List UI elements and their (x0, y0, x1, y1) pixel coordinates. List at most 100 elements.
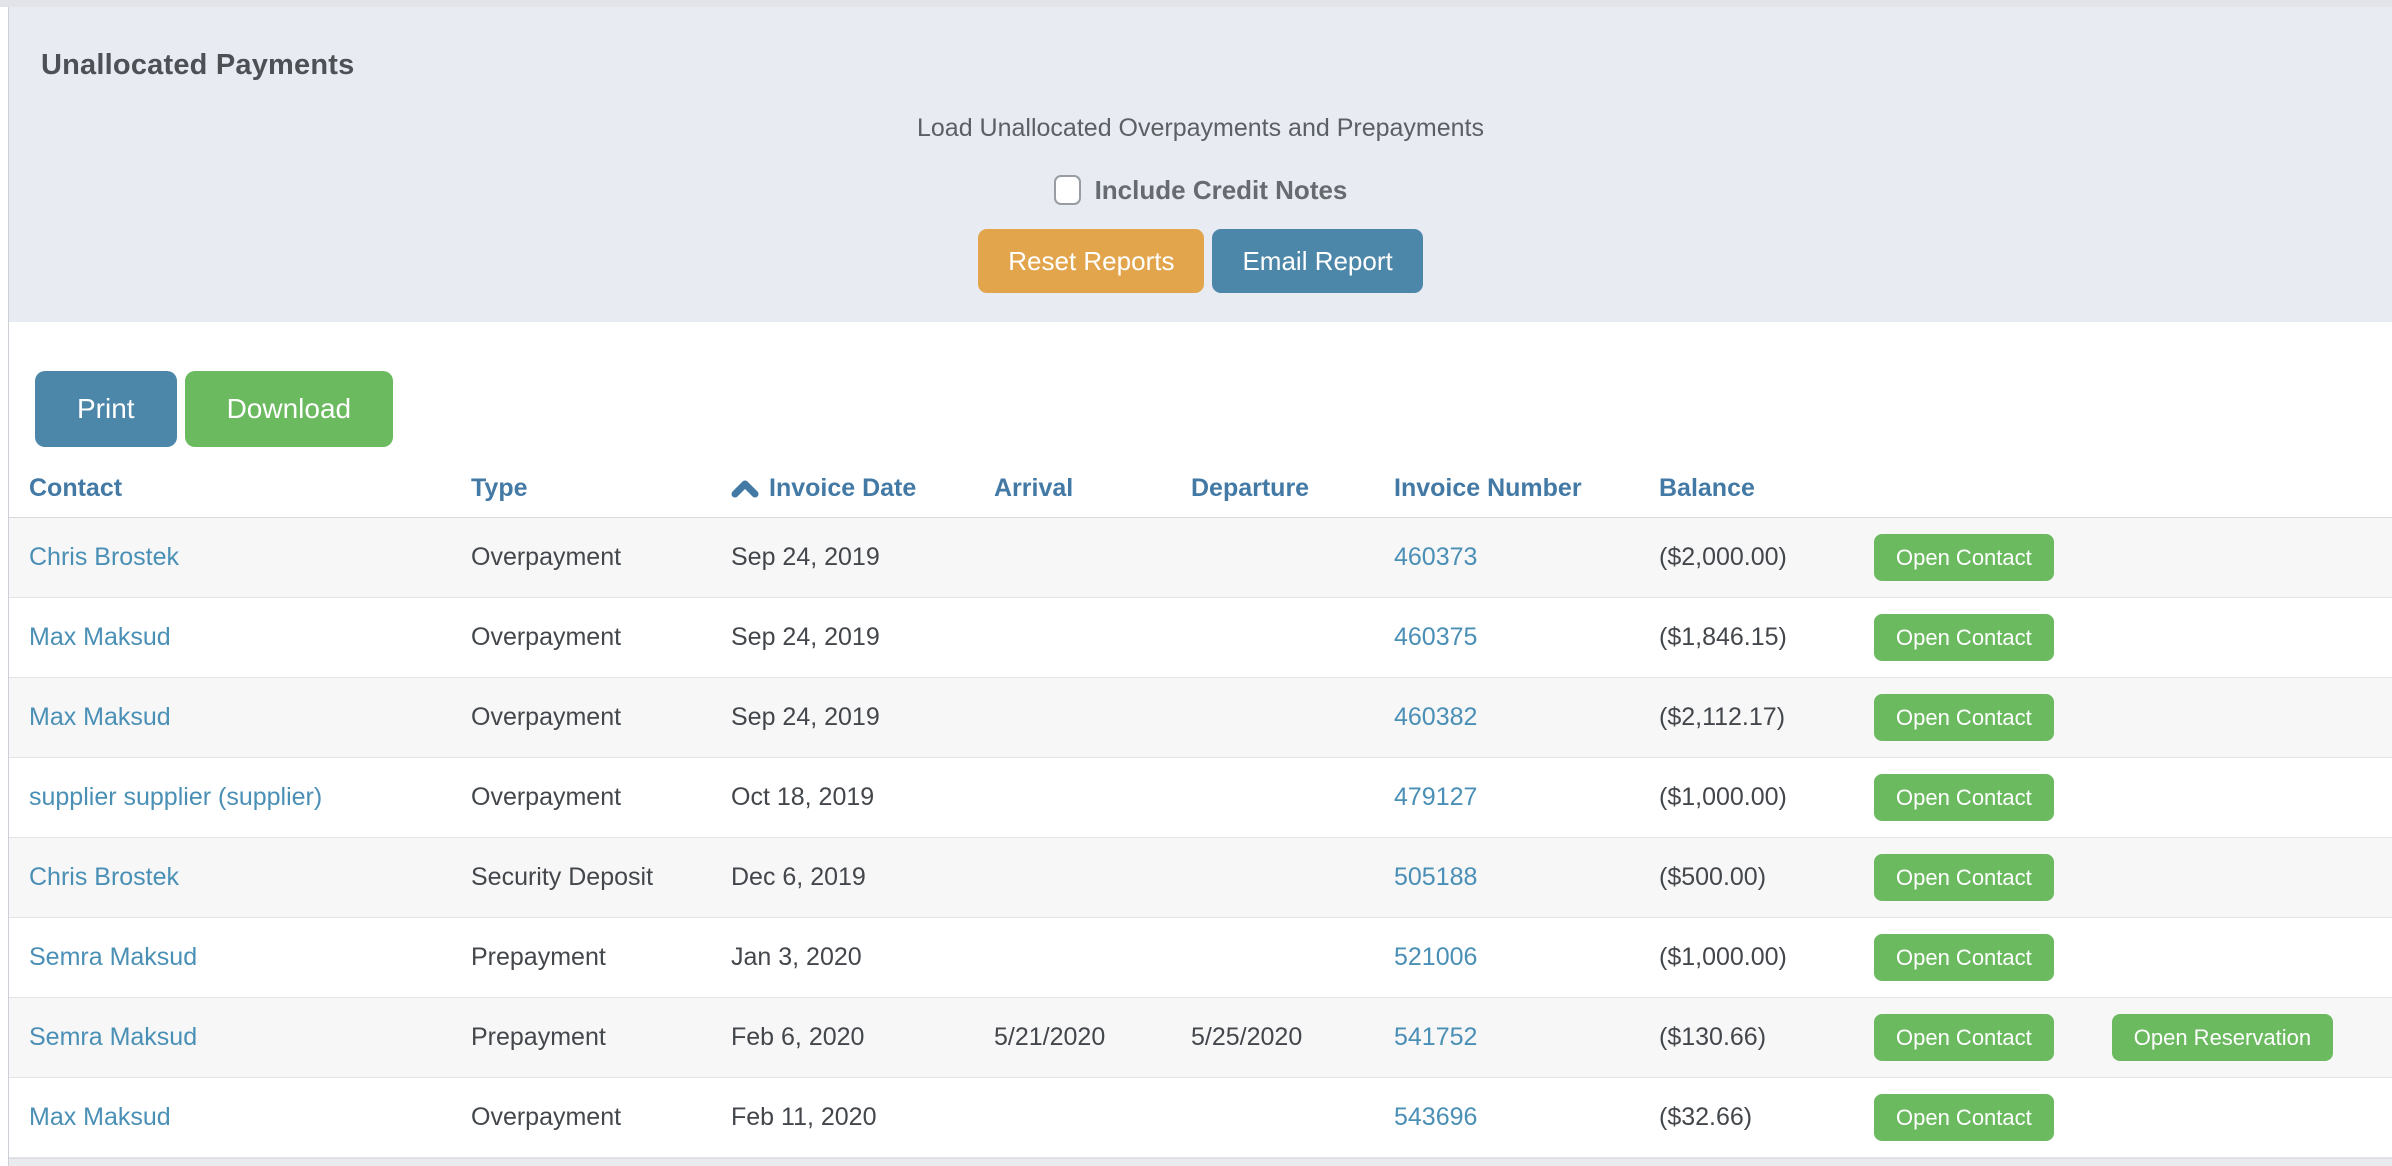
invoice-number-link[interactable]: 460382 (1394, 703, 1478, 731)
report-toolbar: Print Download (9, 371, 2392, 447)
next-row-sliver (9, 1158, 2392, 1166)
sort-ascending-icon (731, 479, 759, 499)
table-header-row: Contact Type Invoice Date Arrival Depart… (9, 460, 2392, 518)
invoice-number-link[interactable]: 541752 (1394, 1023, 1478, 1051)
contact-cell: supplier supplier (supplier) (9, 783, 451, 812)
actions-cell: Open Contact (1854, 614, 2392, 661)
table-row: Semra Maksud Prepayment Feb 6, 2020 5/21… (9, 998, 2392, 1078)
contact-cell: Semra Maksud (9, 1023, 451, 1052)
actions-cell: Open Contact Open Reservation (1854, 1014, 2392, 1061)
type-cell: Prepayment (471, 943, 606, 971)
print-button[interactable]: Print (35, 371, 177, 447)
balance-cell: ($500.00) (1659, 863, 1767, 891)
contact-cell: Semra Maksud (9, 943, 451, 972)
invoice-number-cell: 479127 (1374, 783, 1639, 812)
page-top-strip (0, 0, 2392, 7)
contact-link[interactable]: Max Maksud (29, 1103, 171, 1131)
open-contact-button[interactable]: Open Contact (1874, 614, 2054, 661)
include-credit-notes-checkbox[interactable] (1053, 175, 1081, 205)
contact-cell: Max Maksud (9, 1103, 451, 1132)
invoice-number-cell: 460382 (1374, 703, 1639, 732)
actions-cell: Open Contact (1854, 854, 2392, 901)
contact-cell: Chris Brostek (9, 543, 451, 572)
column-header-arrival[interactable]: Arrival (994, 474, 1074, 502)
invoice-number-link[interactable]: 543696 (1394, 1103, 1478, 1131)
contact-link[interactable]: Max Maksud (29, 703, 171, 731)
column-header-departure[interactable]: Departure (1191, 474, 1310, 502)
column-header-type[interactable]: Type (471, 474, 528, 502)
type-cell: Overpayment (471, 703, 622, 731)
balance-cell: ($1,000.00) (1659, 943, 1787, 971)
invoice-number-link[interactable]: 460375 (1394, 623, 1478, 651)
arrival-cell: 5/21/2020 (994, 1023, 1106, 1051)
invoice-number-link[interactable]: 521006 (1394, 943, 1478, 971)
invoice-date-cell: Sep 24, 2019 (731, 623, 880, 651)
reset-reports-button[interactable]: Reset Reports (978, 229, 1205, 293)
open-contact-button[interactable]: Open Contact (1874, 934, 2054, 981)
column-header-invoice-date[interactable]: Invoice Date (711, 474, 974, 503)
actions-cell: Open Contact (1854, 694, 2392, 741)
page-content: Unallocated Payments Load Unallocated Ov… (8, 7, 2392, 1166)
invoice-date-cell: Sep 24, 2019 (731, 543, 880, 571)
contact-link[interactable]: Max Maksud (29, 623, 171, 651)
open-contact-button[interactable]: Open Contact (1874, 854, 2054, 901)
open-reservation-button[interactable]: Open Reservation (2111, 1014, 2334, 1061)
invoice-date-cell: Sep 24, 2019 (731, 703, 880, 731)
invoice-number-link[interactable]: 505188 (1394, 863, 1478, 891)
open-contact-button[interactable]: Open Contact (1874, 534, 2054, 581)
panel-buttons: Reset Reports Email Report (978, 229, 1423, 293)
invoice-date-cell: Oct 18, 2019 (731, 783, 875, 811)
invoice-number-link[interactable]: 479127 (1394, 783, 1478, 811)
contact-link[interactable]: supplier supplier (supplier) (29, 783, 323, 811)
actions-cell: Open Contact (1854, 774, 2392, 821)
table-row: supplier supplier (supplier) Overpayment… (9, 758, 2392, 838)
contact-link[interactable]: Chris Brostek (29, 543, 180, 571)
invoice-number-cell: 460373 (1374, 543, 1639, 572)
invoice-number-link[interactable]: 460373 (1394, 543, 1478, 571)
column-header-balance[interactable]: Balance (1659, 474, 1755, 502)
page-title: Unallocated Payments (41, 49, 355, 81)
actions-cell: Open Contact (1854, 1094, 2392, 1141)
balance-cell: ($32.66) (1659, 1103, 1753, 1131)
column-header-contact[interactable]: Contact (29, 474, 123, 502)
type-cell: Prepayment (471, 1023, 606, 1051)
invoice-number-cell: 505188 (1374, 863, 1639, 892)
contact-cell: Max Maksud (9, 703, 451, 732)
column-header-invoice-date-label: Invoice Date (769, 474, 917, 502)
include-credit-notes-row: Include Credit Notes (1053, 174, 1348, 205)
open-contact-button[interactable]: Open Contact (1874, 1014, 2054, 1061)
unallocated-payments-report: Print Download Contact Type Invoice Date… (9, 371, 2392, 1166)
column-header-invoice-number[interactable]: Invoice Number (1394, 474, 1582, 502)
balance-cell: ($1,846.15) (1659, 623, 1787, 651)
type-cell: Overpayment (471, 623, 622, 651)
invoice-date-cell: Feb 6, 2020 (731, 1023, 865, 1051)
balance-cell: ($1,000.00) (1659, 783, 1787, 811)
contact-link[interactable]: Chris Brostek (29, 863, 180, 891)
contact-link[interactable]: Semra Maksud (29, 943, 198, 971)
invoice-number-cell: 541752 (1374, 1023, 1639, 1052)
panel-center: Load Unallocated Overpayments and Prepay… (9, 7, 2392, 293)
departure-cell: 5/25/2020 (1191, 1023, 1303, 1051)
open-contact-button[interactable]: Open Contact (1874, 694, 2054, 741)
table-row: Chris Brostek Overpayment Sep 24, 2019 4… (9, 518, 2392, 598)
unallocated-payments-panel: Unallocated Payments Load Unallocated Ov… (9, 7, 2392, 322)
table-row: Semra Maksud Prepayment Jan 3, 2020 5210… (9, 918, 2392, 998)
table-row: Max Maksud Overpayment Sep 24, 2019 4603… (9, 598, 2392, 678)
contact-cell: Chris Brostek (9, 863, 451, 892)
invoice-date-cell: Dec 6, 2019 (731, 863, 866, 891)
invoice-number-cell: 543696 (1374, 1103, 1639, 1132)
type-cell: Overpayment (471, 543, 622, 571)
type-cell: Overpayment (471, 783, 622, 811)
actions-cell: Open Contact (1854, 934, 2392, 981)
table-body: Chris Brostek Overpayment Sep 24, 2019 4… (9, 518, 2392, 1158)
email-report-button[interactable]: Email Report (1212, 229, 1423, 293)
contact-link[interactable]: Semra Maksud (29, 1023, 198, 1051)
invoice-date-cell: Feb 11, 2020 (731, 1103, 877, 1131)
actions-cell: Open Contact (1854, 534, 2392, 581)
include-credit-notes-label: Include Credit Notes (1094, 174, 1348, 205)
open-contact-button[interactable]: Open Contact (1874, 1094, 2054, 1141)
download-button[interactable]: Download (184, 371, 394, 447)
table-row: Chris Brostek Security Deposit Dec 6, 20… (9, 838, 2392, 918)
open-contact-button[interactable]: Open Contact (1874, 774, 2054, 821)
table-row: Max Maksud Overpayment Sep 24, 2019 4603… (9, 678, 2392, 758)
